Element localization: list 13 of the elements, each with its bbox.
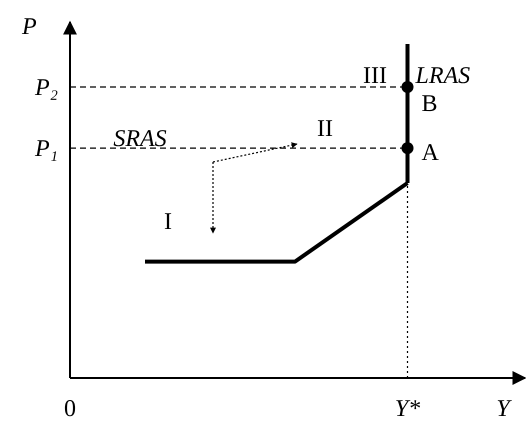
annotation: III [363,63,387,89]
ref-line-label: P₂ [34,75,58,101]
ref-line-label: P₁ [34,136,58,162]
annotation: B [422,91,438,117]
annotation: SRAS [113,126,167,152]
ref-line-label: LRAS [414,63,470,89]
y-axis-title: P [21,14,37,40]
x-tick-label: Y* [394,396,420,422]
annotation: I [164,209,172,235]
x-axis-title: Y [496,396,512,422]
x-tick-label: 0 [64,396,76,422]
annotation: A [422,140,440,166]
annotation: II [317,116,333,142]
